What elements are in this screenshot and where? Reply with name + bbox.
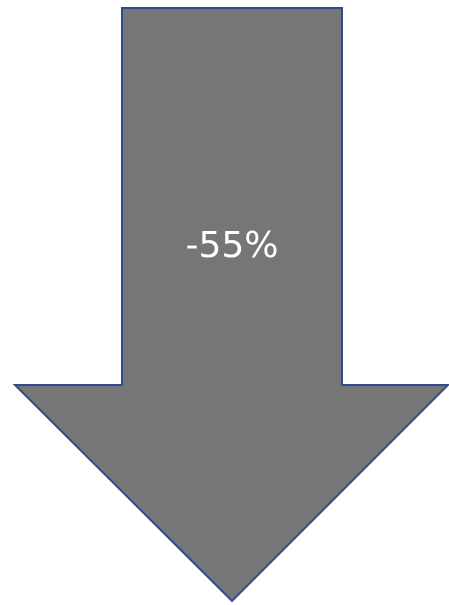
down-arrow-shape	[12, 7, 449, 603]
arrow-percentage-label: -55%	[185, 225, 279, 266]
